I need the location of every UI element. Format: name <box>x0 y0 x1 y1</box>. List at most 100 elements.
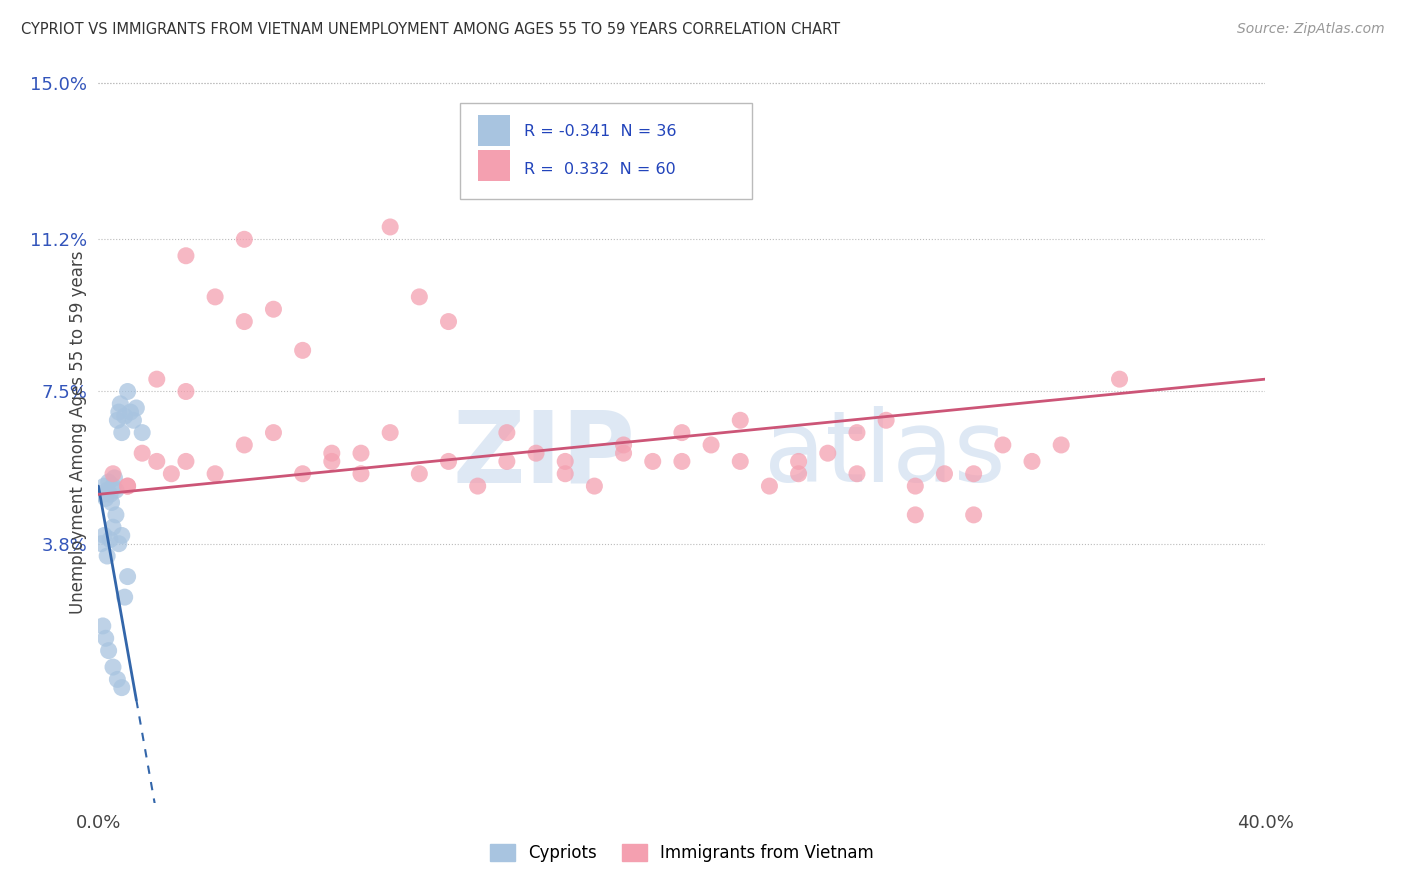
Point <box>380 425 402 440</box>
Point <box>321 446 343 460</box>
Point <box>117 479 139 493</box>
Point <box>131 425 153 440</box>
Point <box>875 413 897 427</box>
Point <box>1050 438 1073 452</box>
Point <box>146 372 169 386</box>
Point <box>408 467 430 481</box>
Point <box>111 681 134 695</box>
Text: Source: ZipAtlas.com: Source: ZipAtlas.com <box>1237 22 1385 37</box>
Point <box>94 491 117 506</box>
Point <box>94 632 117 646</box>
Point <box>104 508 127 522</box>
Point <box>174 384 197 399</box>
Point <box>408 290 430 304</box>
Point <box>98 533 121 547</box>
Point <box>904 508 927 522</box>
Point <box>758 479 780 493</box>
Point <box>93 528 115 542</box>
Point <box>554 467 576 481</box>
Point <box>641 454 664 468</box>
Point <box>263 425 285 440</box>
Point <box>108 536 131 550</box>
Point <box>105 673 128 687</box>
Point <box>787 454 810 468</box>
Point <box>904 479 927 493</box>
Text: CYPRIOT VS IMMIGRANTS FROM VIETNAM UNEMPLOYMENT AMONG AGES 55 TO 59 YEARS CORREL: CYPRIOT VS IMMIGRANTS FROM VIETNAM UNEMP… <box>21 22 841 37</box>
Point <box>91 619 114 633</box>
FancyBboxPatch shape <box>460 103 752 200</box>
Point <box>97 643 120 657</box>
Point <box>817 446 839 460</box>
Point <box>101 467 124 481</box>
Point <box>554 454 576 468</box>
Point <box>117 384 139 399</box>
Point <box>730 454 752 468</box>
Text: ZIP: ZIP <box>453 407 636 503</box>
Point <box>350 446 373 460</box>
Point <box>730 413 752 427</box>
Point <box>1021 454 1043 468</box>
Point <box>846 425 869 440</box>
Y-axis label: Unemployment Among Ages 55 to 59 years: Unemployment Among Ages 55 to 59 years <box>69 251 87 615</box>
Point <box>233 315 256 329</box>
Point <box>131 446 153 460</box>
Point <box>846 467 869 481</box>
Text: R =  0.332  N = 60: R = 0.332 N = 60 <box>524 161 676 177</box>
Point <box>105 413 128 427</box>
Point <box>103 471 125 485</box>
Point <box>583 479 606 493</box>
Point <box>321 454 343 468</box>
Point <box>204 467 226 481</box>
Point <box>934 467 956 481</box>
Point <box>108 405 131 419</box>
Point <box>437 315 460 329</box>
Point <box>114 590 136 604</box>
Point <box>671 454 693 468</box>
Point <box>496 454 519 468</box>
Point <box>263 302 285 317</box>
Point <box>93 479 115 493</box>
Point <box>204 290 226 304</box>
Point <box>101 660 124 674</box>
Point <box>991 438 1014 452</box>
Point <box>380 219 402 234</box>
Point <box>96 483 118 498</box>
Point <box>111 425 134 440</box>
Point <box>291 343 314 358</box>
Text: R = -0.341  N = 36: R = -0.341 N = 36 <box>524 124 676 139</box>
Point <box>122 413 145 427</box>
Point <box>98 487 121 501</box>
Text: atlas: atlas <box>763 407 1005 503</box>
Point <box>671 425 693 440</box>
Point <box>104 483 127 498</box>
Point <box>174 454 197 468</box>
Point <box>90 536 112 550</box>
FancyBboxPatch shape <box>478 150 510 181</box>
Point <box>91 487 114 501</box>
Point <box>174 249 197 263</box>
Point <box>350 467 373 481</box>
Point <box>962 508 984 522</box>
Point <box>962 467 984 481</box>
FancyBboxPatch shape <box>478 114 510 145</box>
Point <box>524 446 547 460</box>
Point <box>613 446 636 460</box>
Point <box>233 232 256 246</box>
Point <box>160 467 183 481</box>
Point <box>233 438 256 452</box>
Point <box>110 397 132 411</box>
Point <box>125 401 148 415</box>
Point <box>96 549 118 563</box>
Point <box>1108 372 1130 386</box>
Point <box>787 467 810 481</box>
Point <box>101 520 124 534</box>
Legend: Cypriots, Immigrants from Vietnam: Cypriots, Immigrants from Vietnam <box>484 837 880 869</box>
Point <box>146 454 169 468</box>
Point <box>114 409 136 424</box>
Point <box>117 569 139 583</box>
Point <box>496 425 519 440</box>
Point <box>467 479 489 493</box>
Point <box>101 479 124 493</box>
Point <box>120 405 142 419</box>
Point <box>291 467 314 481</box>
